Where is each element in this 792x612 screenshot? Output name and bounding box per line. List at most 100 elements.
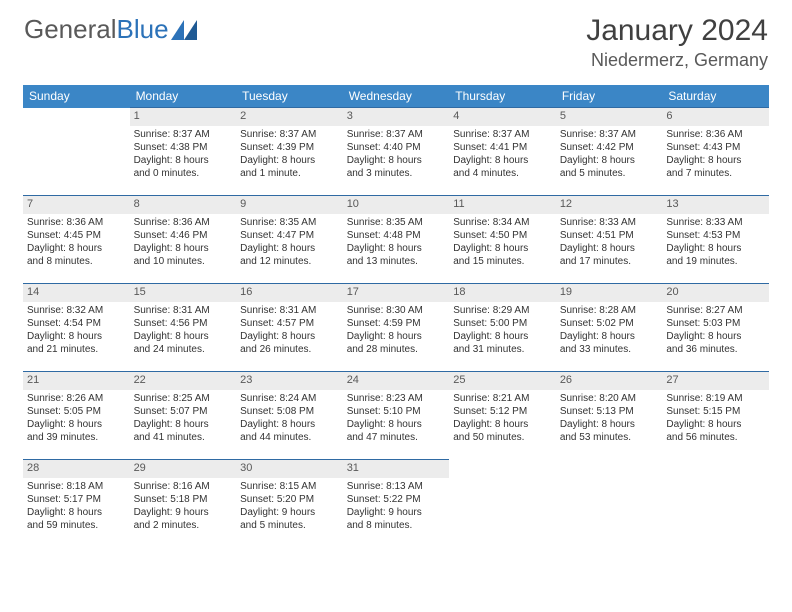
day-d1: Daylight: 8 hours [134,418,233,431]
logo: GeneralBlue [24,14,197,45]
day-content-cell [662,478,769,548]
day-d2: and 47 minutes. [347,431,446,444]
day-number: 31 [347,462,359,474]
day-number: 17 [347,286,359,298]
day-ss: Sunset: 5:07 PM [134,405,233,418]
day-ss: Sunset: 5:10 PM [347,405,446,418]
weekday-header: Friday [556,85,663,108]
day-d1: Daylight: 8 hours [347,418,446,431]
day-number: 21 [27,374,39,386]
day-number: 5 [560,110,566,122]
weekday-header-row: Sunday Monday Tuesday Wednesday Thursday… [23,85,769,108]
day-d2: and 39 minutes. [27,431,126,444]
day-d1: Daylight: 8 hours [240,330,339,343]
day-number: 6 [666,110,672,122]
day-sr: Sunrise: 8:18 AM [27,480,126,493]
day-d1: Daylight: 8 hours [560,154,659,167]
day-content-cell: Sunrise: 8:36 AMSunset: 4:43 PMDaylight:… [662,126,769,196]
day-content-cell: Sunrise: 8:33 AMSunset: 4:51 PMDaylight:… [556,214,663,284]
day-number: 13 [666,198,678,210]
day-d2: and 4 minutes. [453,167,552,180]
day-content-cell: Sunrise: 8:30 AMSunset: 4:59 PMDaylight:… [343,302,450,372]
day-number: 18 [453,286,465,298]
day-number-cell: 27 [662,372,769,390]
day-d2: and 19 minutes. [666,255,765,268]
day-ss: Sunset: 4:48 PM [347,229,446,242]
day-d2: and 59 minutes. [27,519,126,532]
day-sr: Sunrise: 8:36 AM [27,216,126,229]
day-sr: Sunrise: 8:37 AM [453,128,552,141]
day-sr: Sunrise: 8:35 AM [240,216,339,229]
location-label: Niedermerz, Germany [586,50,768,71]
day-content-cell: Sunrise: 8:37 AMSunset: 4:40 PMDaylight:… [343,126,450,196]
day-content-cell: Sunrise: 8:29 AMSunset: 5:00 PMDaylight:… [449,302,556,372]
day-number: 3 [347,110,353,122]
day-ss: Sunset: 4:41 PM [453,141,552,154]
day-content-row: Sunrise: 8:36 AMSunset: 4:45 PMDaylight:… [23,214,769,284]
day-number: 30 [240,462,252,474]
day-sr: Sunrise: 8:28 AM [560,304,659,317]
day-d2: and 33 minutes. [560,343,659,356]
day-d1: Daylight: 8 hours [453,154,552,167]
day-number: 22 [134,374,146,386]
day-number-cell: 25 [449,372,556,390]
day-number-cell: 24 [343,372,450,390]
day-number-cell: 8 [130,196,237,214]
day-number: 27 [666,374,678,386]
day-number: 4 [453,110,459,122]
day-number: 2 [240,110,246,122]
day-content-cell: Sunrise: 8:24 AMSunset: 5:08 PMDaylight:… [236,390,343,460]
day-d1: Daylight: 9 hours [347,506,446,519]
day-content-cell [449,478,556,548]
day-content-cell: Sunrise: 8:36 AMSunset: 4:46 PMDaylight:… [130,214,237,284]
day-d2: and 10 minutes. [134,255,233,268]
day-number-cell: 14 [23,284,130,302]
day-d1: Daylight: 8 hours [347,242,446,255]
day-number-cell: 28 [23,460,130,478]
day-content-cell: Sunrise: 8:34 AMSunset: 4:50 PMDaylight:… [449,214,556,284]
day-content-cell: Sunrise: 8:15 AMSunset: 5:20 PMDaylight:… [236,478,343,548]
day-content-cell: Sunrise: 8:19 AMSunset: 5:15 PMDaylight:… [662,390,769,460]
day-number: 19 [560,286,572,298]
day-ss: Sunset: 4:53 PM [666,229,765,242]
day-content-cell [556,478,663,548]
day-content-cell: Sunrise: 8:37 AMSunset: 4:38 PMDaylight:… [130,126,237,196]
day-d1: Daylight: 8 hours [666,418,765,431]
day-content-cell: Sunrise: 8:37 AMSunset: 4:41 PMDaylight:… [449,126,556,196]
day-sr: Sunrise: 8:19 AM [666,392,765,405]
day-number: 1 [134,110,140,122]
day-content-row: Sunrise: 8:18 AMSunset: 5:17 PMDaylight:… [23,478,769,548]
day-ss: Sunset: 5:03 PM [666,317,765,330]
title-block: January 2024 Niedermerz, Germany [586,14,768,71]
day-number-cell [23,108,130,126]
day-content-cell: Sunrise: 8:31 AMSunset: 4:56 PMDaylight:… [130,302,237,372]
day-number-cell: 13 [662,196,769,214]
day-sr: Sunrise: 8:36 AM [666,128,765,141]
day-d2: and 15 minutes. [453,255,552,268]
day-number-cell: 23 [236,372,343,390]
weekday-header: Saturday [662,85,769,108]
day-number-cell: 15 [130,284,237,302]
day-ss: Sunset: 4:38 PM [134,141,233,154]
day-d1: Daylight: 8 hours [27,418,126,431]
day-sr: Sunrise: 8:34 AM [453,216,552,229]
day-sr: Sunrise: 8:37 AM [240,128,339,141]
day-number: 29 [134,462,146,474]
day-d2: and 28 minutes. [347,343,446,356]
day-sr: Sunrise: 8:31 AM [134,304,233,317]
day-number: 9 [240,198,246,210]
day-d1: Daylight: 8 hours [134,154,233,167]
day-content-cell: Sunrise: 8:32 AMSunset: 4:54 PMDaylight:… [23,302,130,372]
day-d1: Daylight: 8 hours [666,242,765,255]
day-number: 24 [347,374,359,386]
calendar-table: Sunday Monday Tuesday Wednesday Thursday… [23,85,769,548]
day-number: 15 [134,286,146,298]
day-d2: and 41 minutes. [134,431,233,444]
day-sr: Sunrise: 8:31 AM [240,304,339,317]
day-d2: and 13 minutes. [347,255,446,268]
day-number-cell: 20 [662,284,769,302]
day-content-cell: Sunrise: 8:31 AMSunset: 4:57 PMDaylight:… [236,302,343,372]
day-d1: Daylight: 9 hours [134,506,233,519]
weekday-header: Tuesday [236,85,343,108]
day-d2: and 50 minutes. [453,431,552,444]
